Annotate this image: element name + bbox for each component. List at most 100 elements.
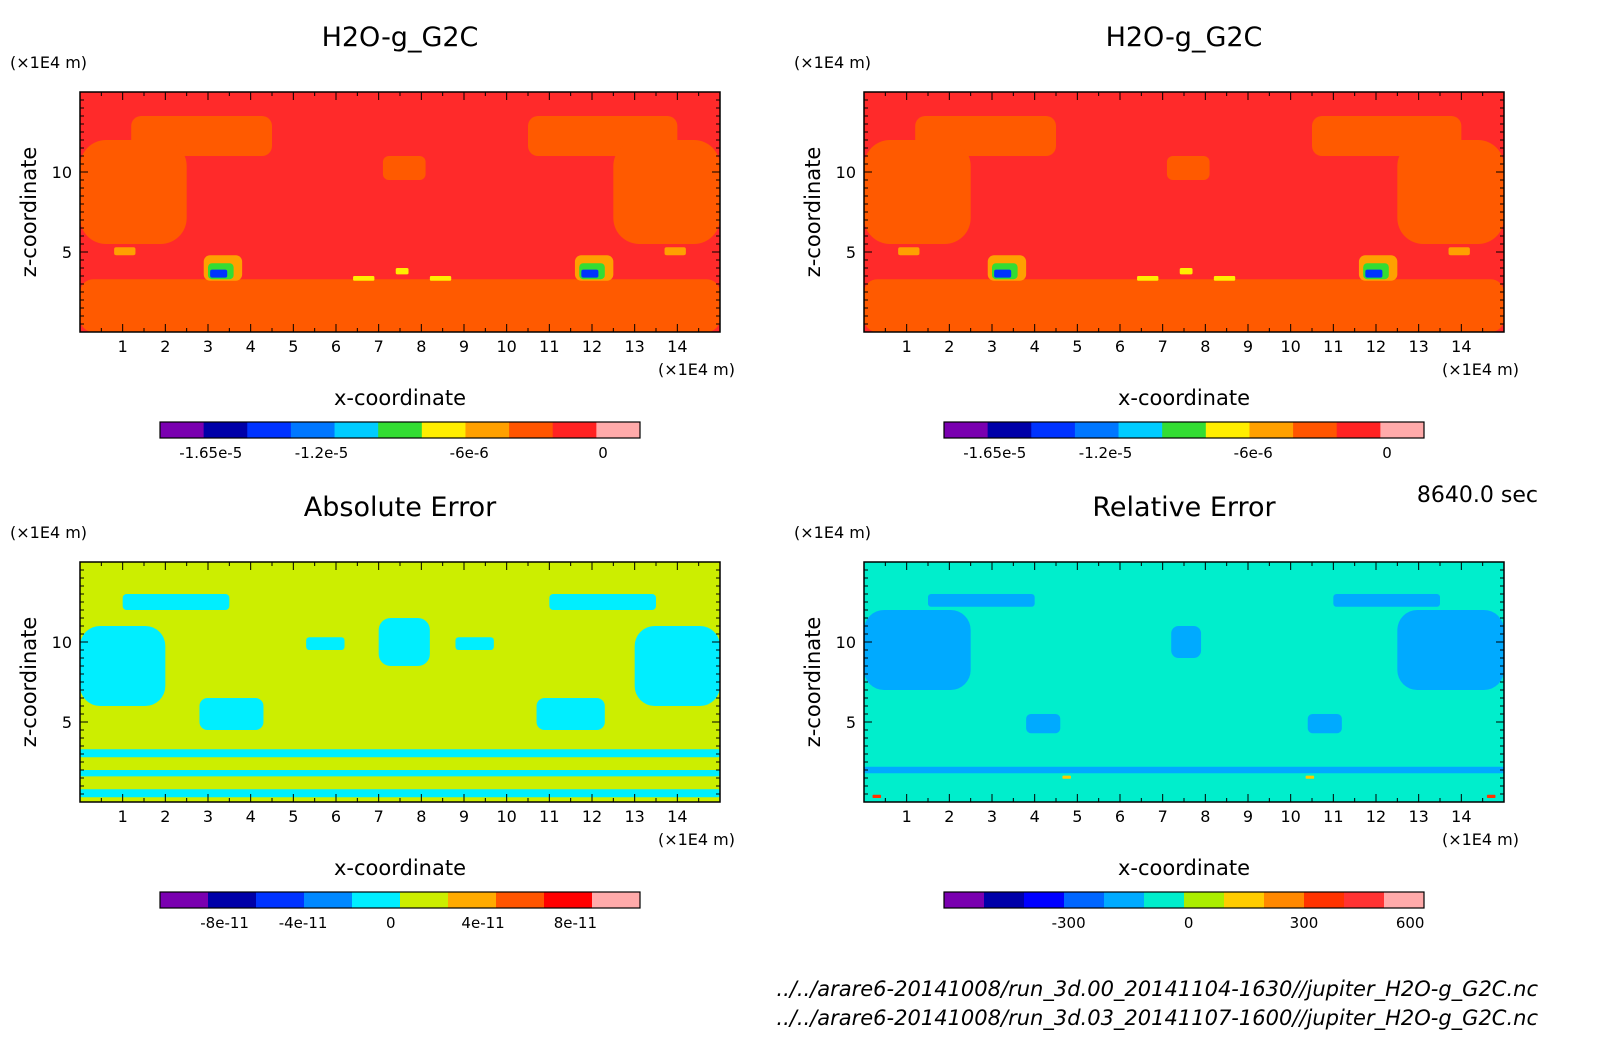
x-tick-label: 6: [331, 337, 341, 356]
x-tick-label: 10: [1280, 337, 1300, 356]
contour-region: [80, 770, 720, 777]
colorbar-swatch: [1024, 892, 1065, 908]
x-axis-unit: (×1E4 m): [1442, 360, 1519, 379]
colorbar-tick-label: 0: [1184, 914, 1194, 932]
colorbar-swatch: [1264, 892, 1305, 908]
colorbar-frame: [943, 421, 1425, 439]
contour-region: [199, 698, 264, 730]
colorbar-swatch: [247, 422, 292, 438]
x-tick-label: 11: [539, 337, 559, 356]
contour-region: [864, 766, 1504, 774]
colorbar-swatch: [1293, 422, 1338, 438]
panel-bottom-right: Relative Error(×1E4 m)1 2 3 4 5 6 7 8 9 10 11 12 13 1…: [794, 492, 1519, 932]
y-tick-label: 10: [52, 633, 72, 652]
time-label: 8640.0 sec: [1417, 483, 1538, 508]
contour-region: [634, 626, 720, 706]
contour-region: [1307, 714, 1342, 734]
x-tick-label: 12: [1366, 807, 1386, 826]
colorbar-swatch: [290, 422, 336, 438]
colorbar-tick-label: -6e-6: [1234, 444, 1273, 462]
colorbar-swatch: [160, 422, 205, 438]
contour-region: [353, 276, 375, 281]
x-tick-label: 7: [374, 337, 384, 356]
x-axis-unit: (×1E4 m): [658, 830, 735, 849]
x-tick-label: 3: [987, 807, 997, 826]
x-axis-label: x-coordinate: [1118, 386, 1250, 410]
y-tick-label: 5: [846, 713, 856, 732]
x-tick-label: 8: [416, 807, 426, 826]
colorbar-frame: [159, 421, 641, 439]
colorbar-swatch: [544, 892, 593, 908]
colorbar-tick-label: -300: [1052, 914, 1086, 932]
colorbar-swatch: [984, 892, 1025, 908]
colorbar-swatch: [1031, 422, 1076, 438]
colorbar-tick-label: -1.65e-5: [179, 444, 242, 462]
contour-region: [1213, 276, 1236, 281]
colorbar-tick-label: 0: [598, 444, 608, 462]
contour-region: [80, 789, 720, 798]
colorbar-swatch: [160, 892, 209, 908]
colorbar-tick-label: 600: [1396, 914, 1425, 932]
contour-region: [1333, 594, 1440, 607]
colorbar-frame: [159, 891, 641, 909]
colorbar-swatch: [448, 892, 497, 908]
contour-region: [1137, 276, 1159, 281]
file-path-2: ../../arare6-20141008/run_3d.03_20141107…: [776, 1006, 1538, 1031]
colorbar-swatch: [1074, 422, 1120, 438]
contour-region: [549, 594, 656, 610]
y-axis-label: z-coordinate: [801, 617, 825, 748]
y-axis-unit: (×1E4 m): [10, 523, 87, 542]
colorbar-swatch: [596, 422, 641, 438]
x-tick-label: 5: [1072, 807, 1082, 826]
colorbar-tick-label: -8e-11: [200, 914, 249, 932]
contour-region: [872, 794, 882, 798]
x-tick-label: 1: [118, 337, 128, 356]
contour-region: [80, 140, 187, 244]
colorbar-swatch: [465, 422, 510, 438]
colorbar-swatch: [304, 892, 353, 908]
x-tick-label: 4: [1030, 337, 1040, 356]
x-tick-label: 6: [331, 807, 341, 826]
x-tick-label: 9: [459, 807, 469, 826]
y-axis-label: z-coordinate: [17, 617, 41, 748]
x-tick-label: 3: [987, 337, 997, 356]
colorbar-tick-label: 0: [1382, 444, 1392, 462]
contour-region: [378, 618, 430, 666]
x-tick-label: 3: [203, 337, 213, 356]
chart-title: Absolute Error: [304, 492, 497, 523]
contour-region: [80, 749, 720, 758]
x-tick-label: 8: [1200, 337, 1210, 356]
contour-region: [114, 247, 136, 256]
contour-region: [210, 269, 228, 278]
x-tick-label: 13: [1408, 337, 1428, 356]
colorbar-swatch: [1104, 892, 1145, 908]
x-tick-label: 13: [624, 807, 644, 826]
contour-region: [80, 279, 720, 332]
contour-region: [1026, 714, 1061, 734]
colorbar-swatch: [1162, 422, 1207, 438]
colorbar-tick-label: -1.2e-5: [295, 444, 348, 462]
x-tick-label: 6: [1115, 807, 1125, 826]
colorbar-swatch: [1344, 892, 1385, 908]
contour-region: [1365, 269, 1383, 278]
y-tick-label: 10: [836, 633, 856, 652]
contour-region: [581, 269, 599, 278]
y-axis-label: z-coordinate: [17, 147, 41, 278]
colorbar-swatch: [421, 422, 466, 438]
y-axis-label: z-coordinate: [801, 147, 825, 278]
colorbar-swatch: [1184, 892, 1225, 908]
contour-region: [1062, 775, 1071, 779]
colorbar-tick-label: -6e-6: [450, 444, 489, 462]
contour-region: [1305, 775, 1315, 779]
colorbar-swatch: [1249, 422, 1294, 438]
x-tick-label: 2: [160, 807, 170, 826]
file-path-1: ../../arare6-20141008/run_3d.00_20141104…: [776, 977, 1538, 1002]
colorbar-swatch: [256, 892, 305, 908]
contour-region: [395, 268, 409, 275]
x-tick-label: 2: [160, 337, 170, 356]
colorbar-swatch: [334, 422, 379, 438]
colorbar-tick-label: 0: [386, 914, 396, 932]
colorbar-swatch: [944, 422, 989, 438]
contour-region: [928, 594, 1035, 607]
colorbar-tick-label: 8e-11: [554, 914, 597, 932]
